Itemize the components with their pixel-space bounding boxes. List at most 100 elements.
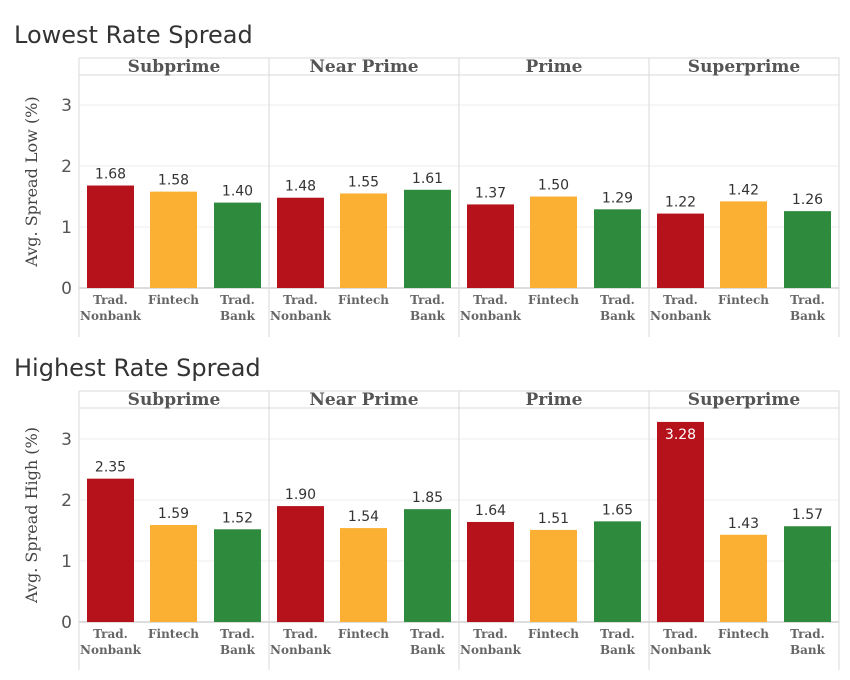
- y-tick-label: 1: [61, 552, 72, 572]
- data-label: 1.64: [475, 503, 506, 519]
- bar: [87, 478, 134, 622]
- data-label: 1.55: [348, 174, 379, 190]
- bar: [214, 529, 261, 622]
- y-axis-title: Avg. Spread High (%): [22, 427, 41, 604]
- category-label: Nonbank: [270, 309, 332, 323]
- y-tick-label: 3: [61, 430, 72, 450]
- category-label: Nonbank: [80, 309, 142, 323]
- data-label: 1.59: [158, 506, 189, 522]
- chart-title: Highest Rate Spread: [14, 354, 261, 382]
- category-label: Fintech: [718, 293, 769, 307]
- bar: [467, 204, 514, 288]
- y-tick-label: 1: [61, 218, 72, 238]
- group-label: Prime: [525, 390, 582, 410]
- bar: [657, 421, 704, 622]
- y-tick-label: 0: [61, 613, 72, 633]
- data-label: 1.52: [222, 510, 253, 526]
- bar: [594, 521, 641, 622]
- bar: [404, 509, 451, 622]
- category-label: Bank: [220, 309, 256, 323]
- category-label: Bank: [220, 643, 256, 657]
- bar: [784, 526, 831, 622]
- category-label: Trad.: [790, 627, 825, 641]
- chart-title: Lowest Rate Spread: [14, 21, 253, 49]
- category-label: Trad.: [663, 627, 698, 641]
- bar: [340, 193, 387, 288]
- bar: [784, 211, 831, 288]
- group-label: Superprime: [688, 390, 801, 410]
- category-label: Nonbank: [650, 309, 712, 323]
- bar: [150, 525, 197, 622]
- category-label: Bank: [410, 309, 446, 323]
- bar: [277, 506, 324, 622]
- category-label: Fintech: [338, 627, 389, 641]
- group-label: Superprime: [688, 57, 801, 77]
- category-label: Trad.: [600, 627, 635, 641]
- category-label: Fintech: [528, 627, 579, 641]
- y-tick-label: 0: [61, 279, 72, 299]
- category-label: Fintech: [148, 293, 199, 307]
- category-label: Trad.: [410, 293, 445, 307]
- category-label: Bank: [600, 309, 636, 323]
- data-label: 1.40: [222, 184, 253, 200]
- y-axis-title: Avg. Spread Low (%): [22, 96, 41, 267]
- chart-panel-lowest: Lowest Rate Spread 0 1 2 3 Avg. Spread Low (%…: [14, 21, 840, 337]
- group-label: Near Prime: [309, 390, 418, 410]
- group-label: Prime: [525, 57, 582, 77]
- bar: [340, 528, 387, 622]
- bar: [277, 197, 324, 288]
- category-label: Nonbank: [460, 643, 522, 657]
- data-label: 1.37: [475, 185, 506, 201]
- group-label: Subprime: [128, 390, 221, 410]
- category-label: Bank: [410, 643, 446, 657]
- bar: [467, 521, 514, 622]
- bar: [214, 202, 261, 288]
- category-label: Bank: [600, 643, 636, 657]
- category-label: Fintech: [338, 293, 389, 307]
- data-label: 1.26: [792, 192, 823, 208]
- bar: [530, 529, 577, 622]
- y-tick-label: 2: [61, 157, 72, 177]
- category-label: Trad.: [600, 293, 635, 307]
- y-tick-label: 2: [61, 491, 72, 511]
- data-label: 2.35: [95, 460, 126, 476]
- category-label: Trad.: [93, 293, 128, 307]
- category-label: Trad.: [220, 293, 255, 307]
- data-label: 1.22: [665, 195, 696, 211]
- data-label: 1.42: [728, 182, 759, 198]
- data-label: 1.51: [538, 511, 569, 527]
- data-label: 1.50: [538, 178, 569, 194]
- data-label: 1.29: [602, 190, 633, 206]
- data-label: 1.58: [158, 173, 189, 189]
- data-label: 1.65: [602, 502, 633, 518]
- category-label: Trad.: [283, 293, 318, 307]
- category-label: Fintech: [528, 293, 579, 307]
- category-label: Nonbank: [650, 643, 712, 657]
- data-label: 1.90: [285, 487, 316, 503]
- category-label: Nonbank: [80, 643, 142, 657]
- bar: [720, 534, 767, 622]
- category-label: Trad.: [220, 627, 255, 641]
- category-label: Trad.: [473, 627, 508, 641]
- category-label: Fintech: [718, 627, 769, 641]
- category-label: Trad.: [93, 627, 128, 641]
- group-label: Subprime: [128, 57, 221, 77]
- data-label: 1.61: [412, 171, 443, 187]
- category-label: Trad.: [790, 293, 825, 307]
- category-label: Nonbank: [270, 643, 332, 657]
- data-label: 1.85: [412, 490, 443, 506]
- data-label: 1.57: [792, 507, 823, 523]
- bar: [594, 209, 641, 288]
- bar: [404, 189, 451, 288]
- category-label: Fintech: [148, 627, 199, 641]
- bar: [657, 213, 704, 288]
- bar: [530, 196, 577, 288]
- category-label: Trad.: [283, 627, 318, 641]
- data-label: 3.28: [665, 427, 696, 443]
- data-label: 1.54: [348, 509, 379, 525]
- category-label: Trad.: [473, 293, 508, 307]
- category-label: Trad.: [410, 627, 445, 641]
- category-label: Bank: [790, 643, 826, 657]
- category-label: Bank: [790, 309, 826, 323]
